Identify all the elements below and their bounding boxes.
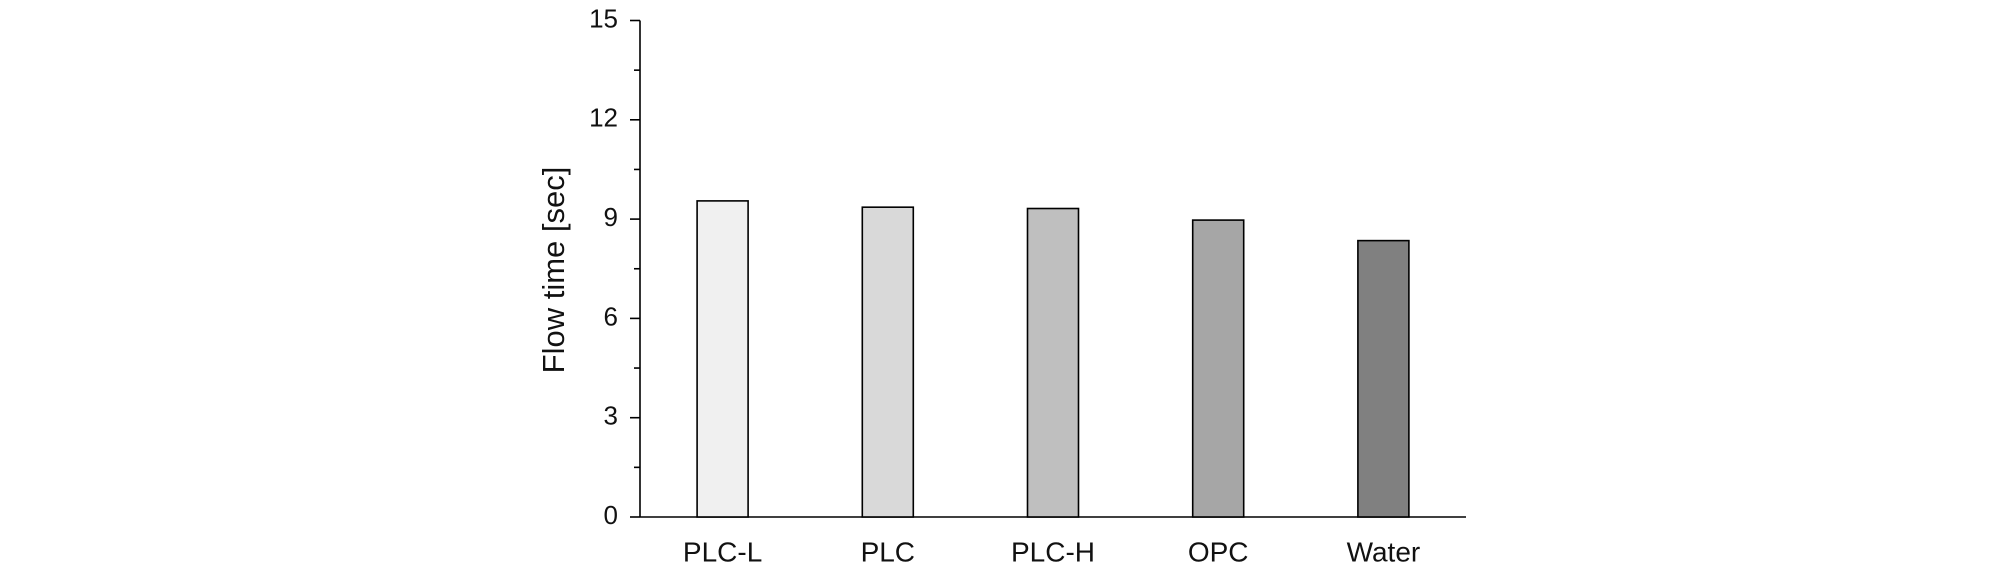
y-tick-label: 12 [589,103,618,133]
x-tick-label: OPC [1188,536,1249,567]
bar [861,206,915,518]
y-axis-label: Flow time [sec] [536,167,571,374]
bar [696,200,749,518]
x-tick-label: PLC [861,536,915,567]
y-tick-label: 6 [604,301,618,331]
x-tick-label: PLC-H [1011,536,1095,567]
y-tick-label: 0 [604,500,618,530]
y-tick-label: 9 [604,202,618,232]
x-tick-label: Water [1347,536,1421,567]
y-tick-label: 3 [604,401,618,431]
y-tick-label: 15 [589,3,618,33]
bar [1026,207,1080,518]
x-tick-label: PLC-L [683,536,762,567]
bar [1357,239,1410,518]
bar [1191,219,1245,518]
